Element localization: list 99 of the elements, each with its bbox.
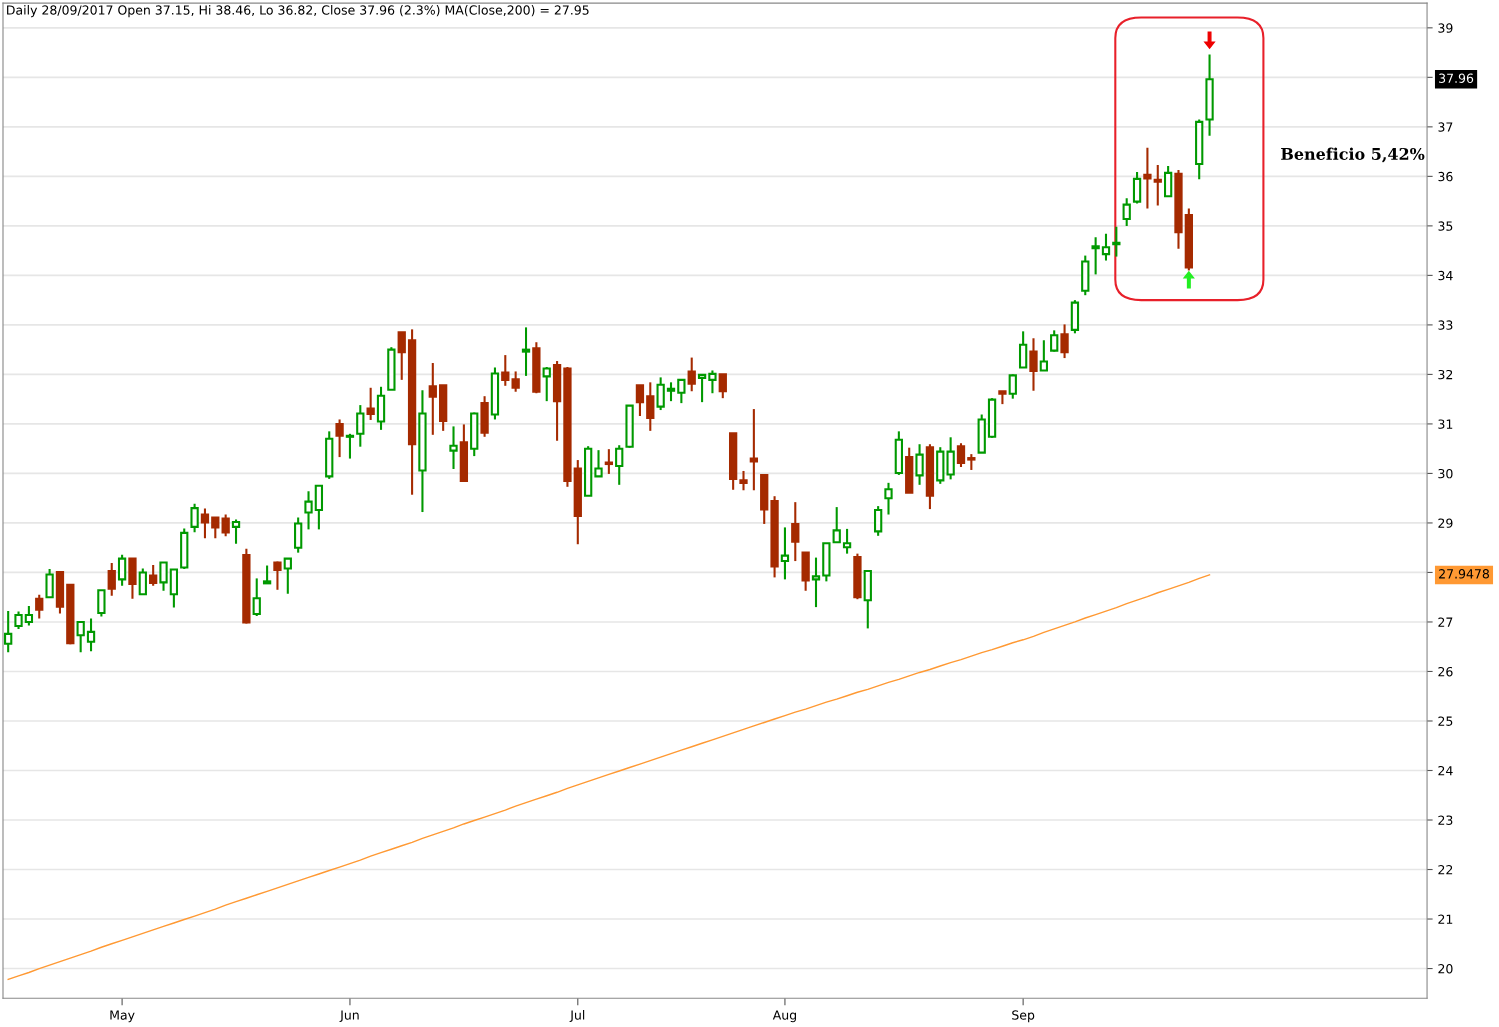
candlestick [76,620,85,654]
candlestick [24,605,34,627]
candlestick [791,501,800,563]
candlestick [1112,225,1121,258]
candlestick [615,444,624,486]
candlestick [915,443,924,486]
y-tick-label: 33 [1438,320,1453,330]
candlestick [780,526,790,581]
candlestick [428,361,437,436]
candlestick [304,490,313,531]
candlestick [4,610,13,654]
candlestick [345,432,355,460]
candlestick [252,577,261,618]
y-tick-label: 39 [1438,23,1453,33]
x-tick-label: Jun [339,1010,359,1023]
candlestick [1132,170,1142,205]
text: Beneficio 5,42% [1281,147,1425,163]
y-tick-label: 29 [1438,518,1453,528]
candlestick [646,381,655,432]
candlestick [1143,146,1152,210]
candlestick [1050,329,1059,353]
line-series [7,574,1211,981]
candlestick [946,436,955,481]
candlestick [86,617,96,653]
candlestick [718,373,727,400]
candlestick [749,408,759,492]
candlestick [1039,339,1048,372]
y-tick-label: 31 [1438,419,1453,429]
candlestick [697,373,707,404]
candlestick [200,507,210,540]
y-tick-label: 22 [1438,864,1453,875]
y-tick-label: 23 [1438,815,1453,825]
candlestick [231,518,241,545]
candlestick [677,378,686,405]
y-tick-label: 32 [1438,369,1453,380]
y-tick-label: 35 [1438,221,1453,231]
y-tick-label: 20 [1438,964,1453,974]
candlestick [542,365,551,403]
candlestick [1153,163,1162,207]
candlestick [1163,164,1173,198]
candlestick [1029,337,1038,392]
y-tick-label: 26 [1438,666,1453,677]
candlestick [262,564,272,585]
x-tick-label: May [110,1010,135,1023]
candlestick [739,469,748,492]
candlestick [149,563,158,587]
candlestick [117,553,127,587]
candlestick [1018,330,1028,369]
candlestick [283,557,292,595]
candlestick [832,506,841,544]
y-tick-label: 25 [1438,716,1453,726]
candlestick [1122,197,1131,227]
y-tick-label: 34 [1438,270,1453,281]
candlestick [211,516,220,540]
candlestick [687,356,696,393]
text: 37.96 [1439,73,1474,83]
candlestick [1091,236,1100,276]
candlestick [1008,373,1017,400]
candlestick [190,502,199,534]
candlestick [1101,232,1111,262]
x-tick-label: Aug [772,1010,796,1023]
candlestick [842,527,852,555]
y-tick-label: 21 [1438,914,1453,924]
candlestick [273,560,282,591]
candlestick [666,381,676,403]
candlestick [594,449,603,478]
y-tick-label: 24 [1438,765,1453,776]
y-tick-label: 30 [1438,468,1453,479]
candlestick [604,448,614,475]
candlestick [335,418,344,459]
x-tick-label: Sep [1012,1010,1035,1023]
candlestick [221,513,230,538]
candlestick [366,386,375,421]
candlestick [1060,323,1069,360]
candlestick [97,589,106,618]
candlestick [656,376,665,412]
candlestick [159,561,168,592]
candlestick [45,567,54,599]
chart-title: Daily 28/09/2017 Open 37.15, Hi 38.46, Lo 36.82, Close 37.96 (2.3%) MA(Close,200) = 27.95 [7,5,589,18]
candlestick [956,442,966,469]
candlestick [107,562,116,597]
candlestick [635,384,645,418]
candlestick [708,369,717,395]
candlestick [521,326,531,377]
y-tick-label: 37 [1438,122,1453,132]
candlestick [397,331,406,381]
candlestick [449,425,458,471]
candlestick [356,404,365,448]
candlestick [511,370,520,393]
y-tick-label: 27 [1438,617,1453,627]
candlestick [35,593,44,620]
candlestick [501,354,510,387]
text: 27.9478 [1439,569,1489,579]
y-tick-label: 36 [1438,171,1453,182]
x-tick-label: Jul [569,1010,585,1023]
candlestick [884,481,893,516]
candlestick [811,556,821,609]
candlestick [873,505,883,537]
candlestick [138,567,147,596]
